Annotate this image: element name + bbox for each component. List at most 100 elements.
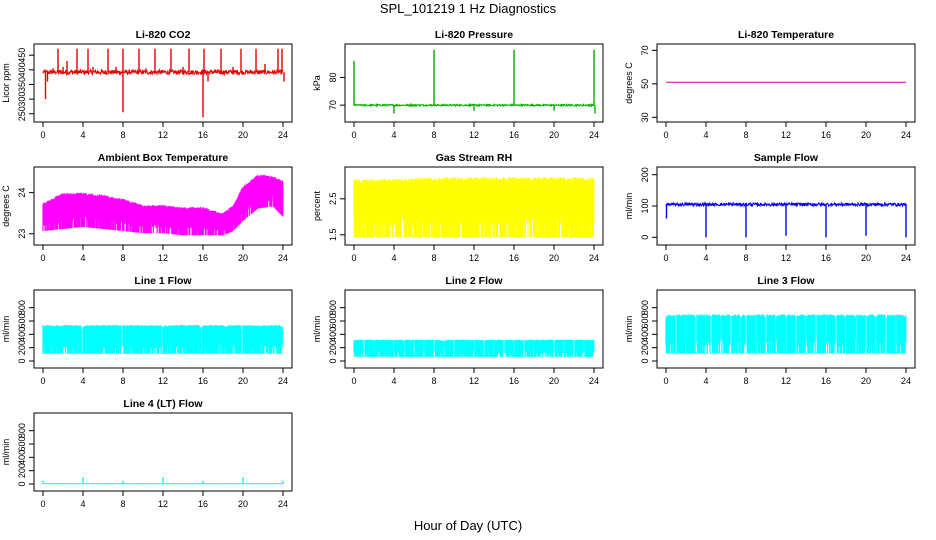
x-tick-label: 0 — [663, 376, 668, 386]
x-tick-label: 24 — [278, 253, 288, 263]
x-tick-label: 24 — [278, 499, 288, 509]
x-tick-label: 12 — [469, 253, 479, 263]
x-tick-label: 24 — [589, 253, 599, 263]
y-tick-label: 600 — [328, 313, 338, 328]
y-tick-label: 200 — [640, 340, 650, 355]
y-axis-label: degrees C — [1, 185, 11, 227]
y-tick-label: 0 — [17, 358, 27, 363]
y-tick-label: 350 — [17, 77, 27, 92]
panel-title: Ambient Box Temperature — [98, 152, 229, 164]
y-tick-label: 800 — [17, 300, 27, 315]
x-tick-label: 4 — [703, 253, 708, 263]
panel-6: Line 1 Flow ml/min 0 4 8 12 16 20 24 0 20040060080… — [1, 275, 293, 386]
y-tick-label: 200 — [17, 340, 27, 355]
y-tick-label: 30 — [640, 112, 650, 122]
y-axis-label: ml/min — [1, 316, 11, 343]
x-tick-label: 0 — [40, 499, 45, 509]
y-tick-label: 400 — [17, 450, 27, 465]
series-band — [353, 177, 595, 238]
x-tick-label: 20 — [861, 253, 871, 263]
series-band — [42, 174, 284, 236]
x-tick-label: 20 — [238, 253, 248, 263]
panel-4: Gas Stream RH percent 0 4 8 12 16 20 24 1.5 2.5 — [312, 152, 604, 263]
panel-8: Line 3 Flow ml/min 0 4 8 12 16 20 24 0 20040060080… — [624, 275, 916, 386]
y-tick-label: 200 — [328, 340, 338, 355]
series — [353, 49, 596, 114]
y-tick-label: 70 — [328, 100, 338, 110]
x-tick-label: 8 — [743, 253, 748, 263]
x-tick-label: 8 — [120, 376, 125, 386]
x-tick-label: 12 — [781, 130, 791, 140]
y-axis-label: degrees C — [624, 62, 634, 104]
x-tick-label: 16 — [509, 130, 519, 140]
y-tick-label: 23 — [17, 229, 27, 239]
x-tick-label: 8 — [431, 253, 436, 263]
series — [665, 200, 907, 238]
y-axis-label: ml/min — [1, 439, 11, 466]
x-tick-label: 24 — [278, 376, 288, 386]
series-band — [42, 325, 284, 354]
x-tick-label: 4 — [703, 376, 708, 386]
panel-3: Ambient Box Temperature degrees C 0 4 8 12 16 2… — [1, 152, 293, 263]
series — [42, 48, 285, 118]
panel-title: Line 1 Flow — [134, 275, 192, 287]
y-axis-label: kPa — [312, 75, 322, 91]
x-tick-label: 12 — [781, 253, 791, 263]
y-tick-label: 400 — [328, 327, 338, 342]
series — [665, 314, 907, 355]
x-tick-label: 24 — [901, 130, 911, 140]
x-tick-label: 24 — [589, 130, 599, 140]
x-tick-label: 4 — [80, 253, 85, 263]
y-axis-label: ml/min — [624, 316, 634, 343]
y-tick-label: 0 — [17, 481, 27, 486]
x-tick-label: 12 — [158, 253, 168, 263]
x-tick-label: 16 — [198, 253, 208, 263]
plot-frame — [656, 43, 916, 123]
y-tick-label: 0 — [640, 235, 650, 240]
x-tick-label: 20 — [238, 376, 248, 386]
panel-9: Line 4 (LT) Flow ml/min 0 4 8 12 16 20 24 0 200400… — [1, 398, 293, 509]
x-tick-label: 0 — [40, 376, 45, 386]
series — [42, 325, 284, 355]
y-tick-label: 400 — [17, 327, 27, 342]
series-band — [353, 339, 595, 357]
series — [353, 339, 595, 357]
x-tick-label: 0 — [663, 130, 668, 140]
panel-title: Li-820 Temperature — [738, 29, 834, 41]
y-tick-label: 100 — [640, 198, 650, 213]
x-tick-label: 20 — [238, 130, 248, 140]
panel-5: Sample Flow ml/min 0 4 8 12 16 20 24 0 100 200 — [624, 152, 916, 263]
x-tick-label: 8 — [120, 499, 125, 509]
y-tick-label: 80 — [328, 72, 338, 82]
x-tick-label: 8 — [431, 130, 436, 140]
x-tick-label: 4 — [80, 130, 85, 140]
x-tick-label: 20 — [549, 376, 559, 386]
y-axis-label: Licor ppm — [1, 63, 11, 103]
x-tick-label: 16 — [198, 499, 208, 509]
y-tick-label: 300 — [17, 92, 27, 107]
x-tick-label: 20 — [549, 130, 559, 140]
panel-title: Li-820 CO2 — [136, 29, 191, 41]
plot-frame — [33, 43, 293, 123]
x-tick-label: 16 — [821, 130, 831, 140]
x-tick-label: 0 — [351, 376, 356, 386]
y-tick-label: 600 — [17, 313, 27, 328]
panel-title: Line 3 Flow — [757, 275, 815, 287]
x-tick-label: 12 — [158, 130, 168, 140]
panel-title: Line 2 Flow — [445, 275, 503, 287]
figure-title: SPL_101219 1 Hz Diagnostics — [379, 1, 557, 16]
y-tick-label: 450 — [17, 48, 27, 63]
panel-title: Line 4 (LT) Flow — [123, 398, 203, 410]
series — [42, 477, 284, 485]
y-tick-label: 2.5 — [328, 193, 338, 206]
x-tick-label: 4 — [703, 130, 708, 140]
x-tick-label: 16 — [198, 376, 208, 386]
x-tick-label: 12 — [158, 499, 168, 509]
y-tick-label: 0 — [328, 358, 338, 363]
x-tick-label: 16 — [509, 253, 519, 263]
x-tick-label: 0 — [351, 253, 356, 263]
panel-2: Li-820 Temperature degrees C 0 4 8 12 16 20 24 30… — [624, 29, 916, 140]
panel-title: Li-820 Pressure — [435, 29, 513, 41]
x-axis-title: Hour of Day (UTC) — [413, 518, 523, 533]
